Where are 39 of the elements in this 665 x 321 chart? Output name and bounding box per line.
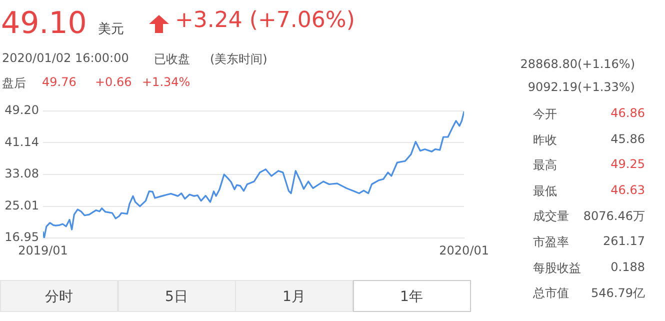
y-tick-label: 25.01 bbox=[4, 198, 39, 212]
text: 49.10 bbox=[1, 6, 87, 41]
tab-button: 1年 bbox=[352, 280, 470, 312]
text: 每股收益 bbox=[533, 260, 581, 277]
text: +1.34% bbox=[142, 75, 190, 89]
text: 261.17 bbox=[603, 234, 645, 248]
text: 46.86 bbox=[610, 106, 645, 120]
text: 0.188 bbox=[610, 260, 645, 274]
text: 成交量 bbox=[533, 208, 569, 226]
text: 28868.80(+1.16%) bbox=[520, 57, 635, 71]
text: 9092.19(+1.33%) bbox=[528, 80, 635, 94]
x-tick-label: 2020/01 bbox=[439, 243, 490, 258]
text: +0.66 bbox=[95, 75, 132, 89]
y-tick-label: 16.95 bbox=[4, 230, 39, 244]
text: 49.76 bbox=[42, 75, 76, 89]
text: 今开 bbox=[533, 106, 557, 123]
x-tick-label: 2019/01 bbox=[18, 243, 68, 258]
text: 2020/01/02 16:00:00 bbox=[2, 51, 129, 65]
text: (美东时间) bbox=[210, 51, 268, 68]
text: 昨收 bbox=[533, 132, 557, 149]
tab-button: 1月 bbox=[235, 280, 353, 312]
text: 45.86 bbox=[610, 132, 645, 146]
text: 市盈率 bbox=[533, 234, 569, 251]
text: 46.63 bbox=[610, 182, 645, 197]
text: 546.79亿 bbox=[591, 285, 645, 302]
text: 盘后 bbox=[2, 75, 26, 92]
tab-button: 5日 bbox=[118, 280, 236, 312]
text: 最低 bbox=[533, 182, 557, 200]
text: 总市值 bbox=[533, 285, 569, 302]
text: +3.24 (+7.06%) bbox=[175, 8, 355, 33]
y-tick-label: 41.14 bbox=[4, 134, 39, 149]
text: 49.25 bbox=[610, 157, 645, 172]
text: 8076.46万 bbox=[583, 208, 645, 226]
tab-button: 分时 bbox=[0, 280, 118, 312]
text: 美元 bbox=[98, 21, 124, 38]
y-tick-label: 33.08 bbox=[4, 166, 39, 181]
text: 已收盘 bbox=[154, 51, 190, 68]
text: 最高 bbox=[533, 157, 557, 174]
y-tick-label: 49.20 bbox=[4, 103, 39, 118]
